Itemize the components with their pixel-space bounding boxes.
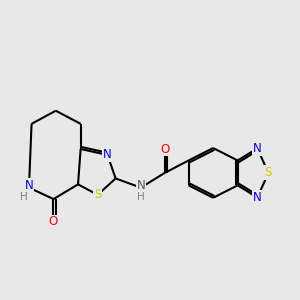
- Text: N: N: [103, 148, 112, 161]
- Text: N: N: [253, 142, 262, 155]
- Text: O: O: [160, 142, 169, 155]
- Text: N: N: [136, 178, 145, 191]
- Text: S: S: [265, 167, 272, 179]
- Text: H: H: [137, 192, 145, 202]
- Text: S: S: [94, 188, 101, 201]
- Text: N: N: [253, 191, 262, 204]
- Text: H: H: [20, 192, 28, 202]
- Text: O: O: [49, 215, 58, 229]
- Text: N: N: [25, 178, 33, 191]
